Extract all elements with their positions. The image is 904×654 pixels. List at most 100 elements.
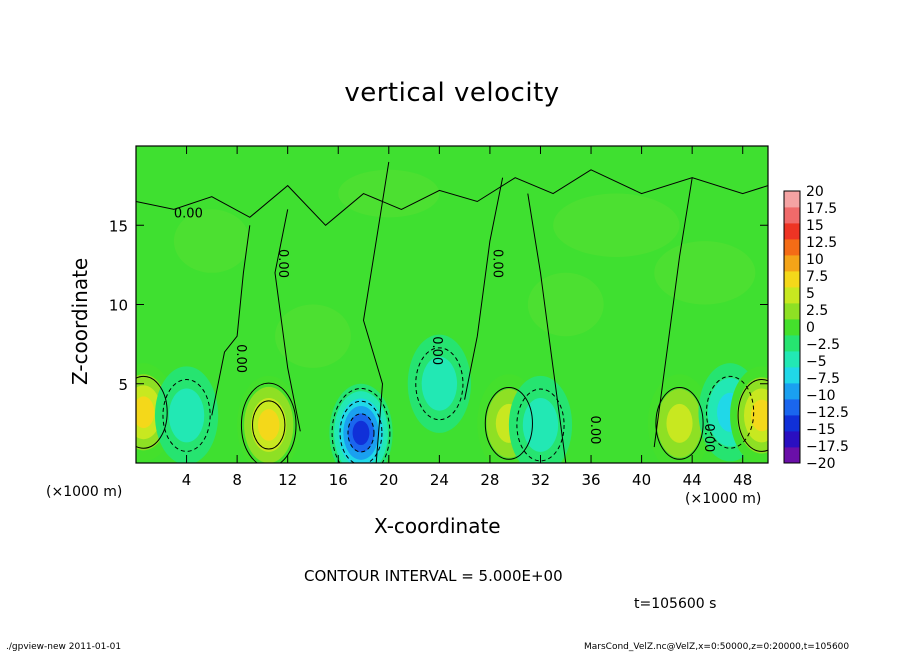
contour-ellipse (331, 388, 391, 463)
zero-contour (136, 169, 768, 226)
colorbar-label: 17.5 (806, 201, 837, 217)
updraft-cell (750, 399, 768, 432)
colorbar-label: −15 (806, 422, 836, 438)
contour-label: 0.00 (490, 249, 505, 278)
contour-label: 0.00 (275, 249, 290, 278)
x-tick-label: 48 (733, 471, 752, 489)
zero-contour (527, 193, 567, 463)
contour-label: 0.00 (174, 206, 203, 221)
x-tick-label: 24 (430, 471, 449, 489)
colorbar-label: −10 (806, 388, 836, 404)
colorbar-swatch (784, 223, 800, 240)
x-tick-label: 32 (531, 471, 550, 489)
x-axis-label: X-coordinate (374, 514, 501, 538)
colorbar-swatch (784, 383, 800, 400)
colorbar-swatch (784, 207, 800, 224)
colorbar-swatch (784, 271, 800, 288)
colorbar-swatch (784, 319, 800, 336)
downdraft-cell (168, 388, 205, 443)
x-tick-label: 36 (581, 471, 600, 489)
contour-label: 0.00 (429, 336, 444, 365)
contour-ellipse (339, 400, 383, 463)
contour-ellipse (347, 413, 375, 453)
colorbar-label: −2.5 (806, 337, 840, 353)
contour-ellipse (655, 386, 704, 460)
colorbar-label: −17.5 (806, 439, 849, 455)
footer-program: ./gpview-new 2011-01-01 (6, 642, 122, 652)
colorbar-label: 12.5 (806, 235, 837, 251)
colorbar-swatch (784, 351, 800, 368)
contour-ellipse (705, 375, 755, 449)
colorbar-swatch (784, 287, 800, 304)
field-patch (173, 209, 250, 273)
colorbar-label: −20 (806, 456, 836, 472)
contour-ellipse (136, 375, 168, 449)
y-tick-label: 5 (118, 376, 128, 394)
contour-label: 0.00 (701, 423, 716, 452)
x-tick-label: 28 (480, 471, 499, 489)
colorbar-label: 15 (806, 218, 824, 234)
downdraft-cell (352, 420, 370, 446)
colorbar-label: 0 (806, 320, 815, 336)
colorbar-swatch (784, 367, 800, 384)
contour-lines: 0.00 0.00 0.00 0.00 0.00 0.00 0.00 (136, 161, 768, 463)
footer-source: MarsCond_VelZ.nc@VelZ,x=0:50000,z=0:2000… (584, 642, 850, 652)
x-tick-label: 40 (632, 471, 651, 489)
zero-contour (464, 177, 504, 400)
field-patch (527, 272, 604, 337)
zero-contour (274, 209, 301, 432)
time-stamp: t=105600 s (634, 596, 717, 612)
contour-ellipse (252, 400, 286, 450)
contour-ellipse (737, 379, 768, 452)
colorbar-swatch (784, 303, 800, 320)
x-tick-label: 20 (379, 471, 398, 489)
colorbar-label: 10 (806, 252, 824, 268)
contour-ellipse (240, 382, 297, 463)
x-tick-label: 12 (278, 471, 297, 489)
contour-label: 0.00 (233, 344, 248, 373)
field-patch (275, 304, 351, 368)
contour-label: 0.00 (587, 415, 602, 444)
updraft-cell (257, 409, 280, 441)
colorbar-swatch (784, 431, 800, 448)
updraft-cell (666, 403, 693, 443)
colorbar-swatch (784, 447, 800, 464)
contour-ellipse (484, 386, 533, 460)
y-tick-label: 15 (109, 217, 128, 235)
colorbar-label: 2.5 (806, 303, 828, 319)
chart-title: vertical velocity (344, 78, 560, 108)
x-tick-label: 4 (182, 471, 192, 489)
y-axis-label: Z-coordinate (68, 257, 92, 385)
downdraft-cell (421, 356, 458, 411)
field-patch (654, 241, 756, 305)
colorbar-label: 7.5 (806, 269, 828, 285)
colorbar-swatch (784, 415, 800, 432)
x-unit-left: (×1000 m) (46, 484, 123, 500)
colorbar-swatch (784, 239, 800, 256)
updraft-cell (136, 396, 155, 429)
colorbar-label: −7.5 (806, 371, 840, 387)
contour-ellipse (516, 388, 565, 462)
zero-contour (362, 161, 390, 463)
contour-interval: CONTOUR INTERVAL = 5.000E+00 (304, 567, 563, 585)
field-patch (553, 193, 680, 257)
zero-contour (653, 177, 693, 448)
colorbar: 2017.51512.5107.552.50−2.5−5−7.5−10−12.5… (783, 184, 849, 472)
colorbar-swatch (784, 255, 800, 272)
contour-ellipse (162, 379, 211, 452)
colorbar-label: −12.5 (806, 405, 849, 421)
colorbar-swatch (784, 191, 800, 208)
field-patch (338, 169, 440, 218)
colorbar-label: 20 (806, 184, 824, 200)
colorbar-label: 5 (806, 286, 815, 302)
x-tick-label: 44 (683, 471, 702, 489)
colorbar-frame (783, 190, 801, 464)
colorbar-swatch (784, 335, 800, 352)
velocity-field (136, 146, 768, 463)
colorbar-swatch (784, 399, 800, 416)
x-tick-label: 16 (329, 471, 348, 489)
zero-contour (211, 225, 251, 416)
y-tick-label: 10 (109, 297, 128, 315)
